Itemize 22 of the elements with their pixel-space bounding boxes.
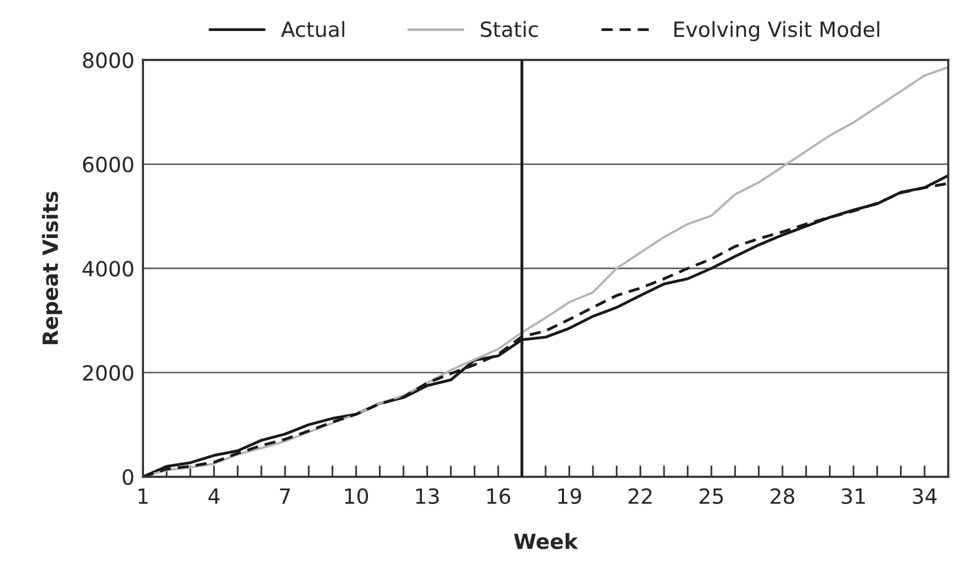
x-axis-title: Week — [514, 533, 578, 550]
x-tick-label: 4 — [208, 488, 220, 504]
x-tick-label: 31 — [842, 488, 865, 504]
x-tick-label: 25 — [700, 488, 723, 504]
x-tick-label: 16 — [487, 488, 510, 504]
x-tick-label: 7 — [280, 488, 290, 504]
x-tick-label: 19 — [558, 488, 582, 504]
x-tick-label: 13 — [416, 488, 439, 504]
y-tick-label: 6000 — [83, 156, 134, 172]
legend-label: Static — [480, 21, 538, 38]
y-tick-label: 0 — [122, 469, 134, 485]
legend-label: Evolving Visit Model — [674, 21, 880, 42]
y-tick-label: 2000 — [83, 365, 134, 381]
x-tick-label: 22 — [628, 488, 652, 504]
x-tick-label: 28 — [770, 488, 794, 504]
x-tick-label: 1 — [138, 488, 148, 504]
y-tick-label: 4000 — [82, 260, 134, 277]
x-tick-label: 34 — [912, 488, 937, 504]
y-axis-title: Repeat Visits — [42, 192, 62, 344]
x-tick-label: 10 — [345, 488, 368, 504]
y-tick-label: 8000 — [83, 52, 134, 68]
legend-label: Actual — [281, 21, 344, 38]
